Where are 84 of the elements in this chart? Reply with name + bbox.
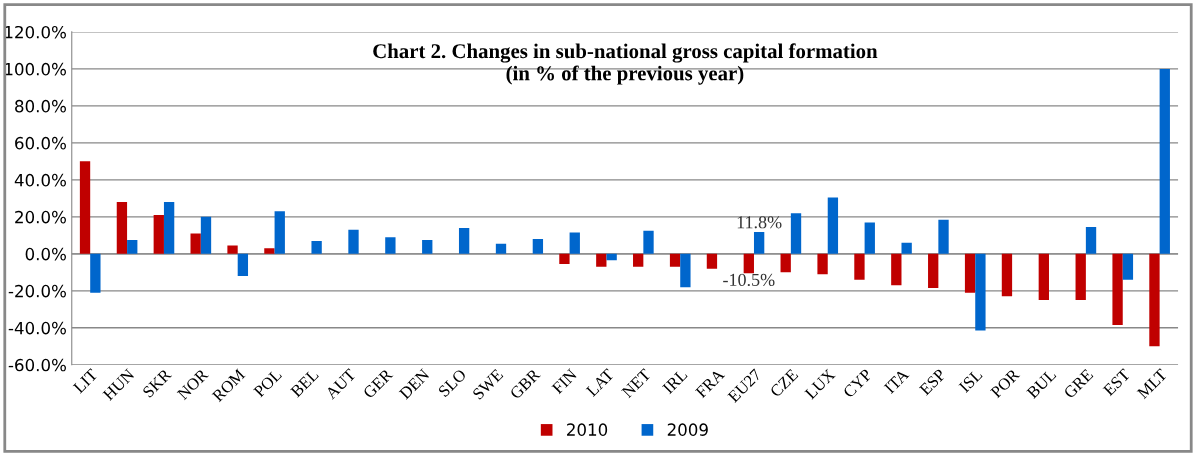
x-tick-label: FIN xyxy=(551,368,578,395)
bar xyxy=(817,253,828,275)
bar xyxy=(348,229,359,254)
bar xyxy=(495,243,507,254)
bar xyxy=(422,239,433,254)
legend-label: 2010 xyxy=(567,423,608,436)
legend-label: 2009 xyxy=(667,423,708,436)
x-tick-label: GBR xyxy=(509,367,541,400)
data-label: -10.5% xyxy=(723,273,775,287)
bar xyxy=(559,253,570,265)
bar xyxy=(680,253,691,288)
x-tick-label: BUL xyxy=(1026,368,1057,400)
bar xyxy=(200,216,212,254)
bar xyxy=(753,232,765,254)
y-tick-label: -60.0% xyxy=(8,358,66,372)
bar xyxy=(827,197,839,254)
y-tick-label: -40.0% xyxy=(8,321,66,335)
x-tick-label: CZE xyxy=(769,368,799,398)
y-tick-label: 0.0% xyxy=(25,247,66,261)
bar xyxy=(1001,253,1013,297)
bar xyxy=(532,239,544,254)
x-tick-label: ITA xyxy=(883,368,910,395)
bar xyxy=(237,253,249,277)
bar xyxy=(596,253,607,267)
x-tick-label: GRE xyxy=(1063,368,1094,399)
bar xyxy=(891,253,902,286)
y-tick-label: -20.0% xyxy=(8,284,66,298)
bar xyxy=(743,253,754,274)
bar xyxy=(163,202,175,254)
bar xyxy=(790,213,802,254)
bar xyxy=(227,245,238,254)
bar xyxy=(606,253,617,261)
bar xyxy=(780,253,791,273)
bar xyxy=(854,253,865,280)
bar xyxy=(79,161,91,254)
x-tick-label: BEL xyxy=(290,368,319,398)
bar xyxy=(1075,253,1086,301)
x-tick-label: SLO xyxy=(437,368,467,398)
bar xyxy=(1112,253,1123,326)
bar xyxy=(127,239,138,254)
x-tick-label: POL xyxy=(253,368,283,398)
bar xyxy=(90,253,101,293)
bar xyxy=(1038,253,1049,301)
bar xyxy=(153,215,164,254)
bar xyxy=(643,230,654,254)
x-tick-label: POR xyxy=(989,367,1021,399)
text: Chart 2. Changes in sub-national gross capital formation (in % of the previous year) xyxy=(373,43,878,85)
x-tick-label: CYP xyxy=(842,368,873,399)
bar xyxy=(274,211,285,254)
bar xyxy=(864,222,875,254)
bar xyxy=(1085,227,1097,254)
bar xyxy=(901,242,912,254)
y-tick-label: 80.0% xyxy=(15,99,66,113)
bar xyxy=(458,227,470,254)
bar xyxy=(938,219,949,254)
bar xyxy=(669,253,681,267)
bar xyxy=(928,253,939,289)
bar xyxy=(964,253,976,293)
bar xyxy=(264,248,275,254)
x-tick-label: GER xyxy=(362,367,394,399)
x-tick-label: ESP xyxy=(918,368,947,396)
x-tick-label: EST xyxy=(1102,368,1131,397)
y-tick-label: 40.0% xyxy=(14,173,66,187)
bar xyxy=(1122,253,1134,280)
y-tick-label: 60.0% xyxy=(15,136,66,150)
bar xyxy=(1149,253,1160,347)
x-tick-label: IRL xyxy=(662,368,688,395)
x-tick-label: SKR xyxy=(142,367,173,399)
bar xyxy=(1159,68,1170,254)
data-label: 11.8% xyxy=(737,216,782,229)
bar xyxy=(706,253,718,269)
y-tick-label: 120.0% xyxy=(5,25,66,39)
bar xyxy=(975,253,986,331)
bar xyxy=(311,240,322,254)
bar xyxy=(190,233,201,254)
bar xyxy=(116,202,128,254)
x-tick-label: ISL xyxy=(958,368,983,394)
x-tick-label: LIT xyxy=(72,368,99,394)
y-tick-label: 20.0% xyxy=(15,210,66,224)
y-tick-label: 100.0% xyxy=(5,62,66,76)
bar xyxy=(385,237,396,254)
bar xyxy=(633,253,644,267)
bar xyxy=(569,232,580,254)
x-tick-label: FRA xyxy=(694,368,726,399)
